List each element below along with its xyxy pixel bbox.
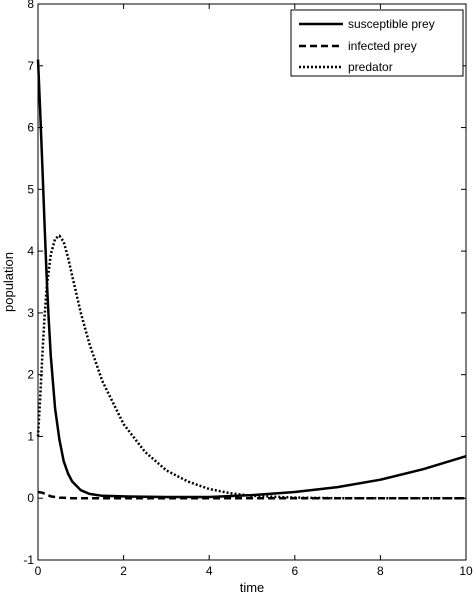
legend-label-infected-prey: infected prey: [348, 39, 417, 53]
series-layer: [36, 59, 467, 500]
y-tick-label: 0: [27, 491, 34, 505]
plot-area: [37, 3, 467, 561]
legend: susceptible prey infected prey predator: [290, 9, 464, 77]
y-tick-label: 4: [27, 244, 34, 258]
legend-label-predator: predator: [348, 60, 393, 74]
y-axis-label: population: [1, 252, 16, 312]
y-tick-label: 3: [27, 306, 34, 320]
x-tick-label: 4: [206, 564, 213, 578]
x-tick-label: 10: [459, 564, 473, 578]
y-tick-label: 5: [27, 182, 34, 196]
y-tick-label: -1: [23, 553, 34, 567]
series-line-infected-prey: [37, 490, 466, 500]
y-tick-label: 7: [27, 59, 34, 73]
y-tick-label: 1: [27, 429, 34, 443]
y-tick-label: 8: [27, 0, 34, 11]
series-line-susceptible-prey: [36, 59, 467, 499]
x-tick-label: 6: [291, 564, 298, 578]
series-line-predator: [36, 234, 466, 500]
y-tick-label: 6: [27, 121, 34, 135]
legend-label-susceptible-prey: susceptible prey: [348, 17, 435, 31]
x-tick-label: 8: [377, 564, 384, 578]
legend-box: [290, 9, 464, 77]
x-axis-label: time: [240, 580, 265, 594]
y-tick-label: 2: [27, 368, 34, 382]
x-tick-label: 2: [120, 564, 127, 578]
x-tick-label: 0: [35, 564, 42, 578]
